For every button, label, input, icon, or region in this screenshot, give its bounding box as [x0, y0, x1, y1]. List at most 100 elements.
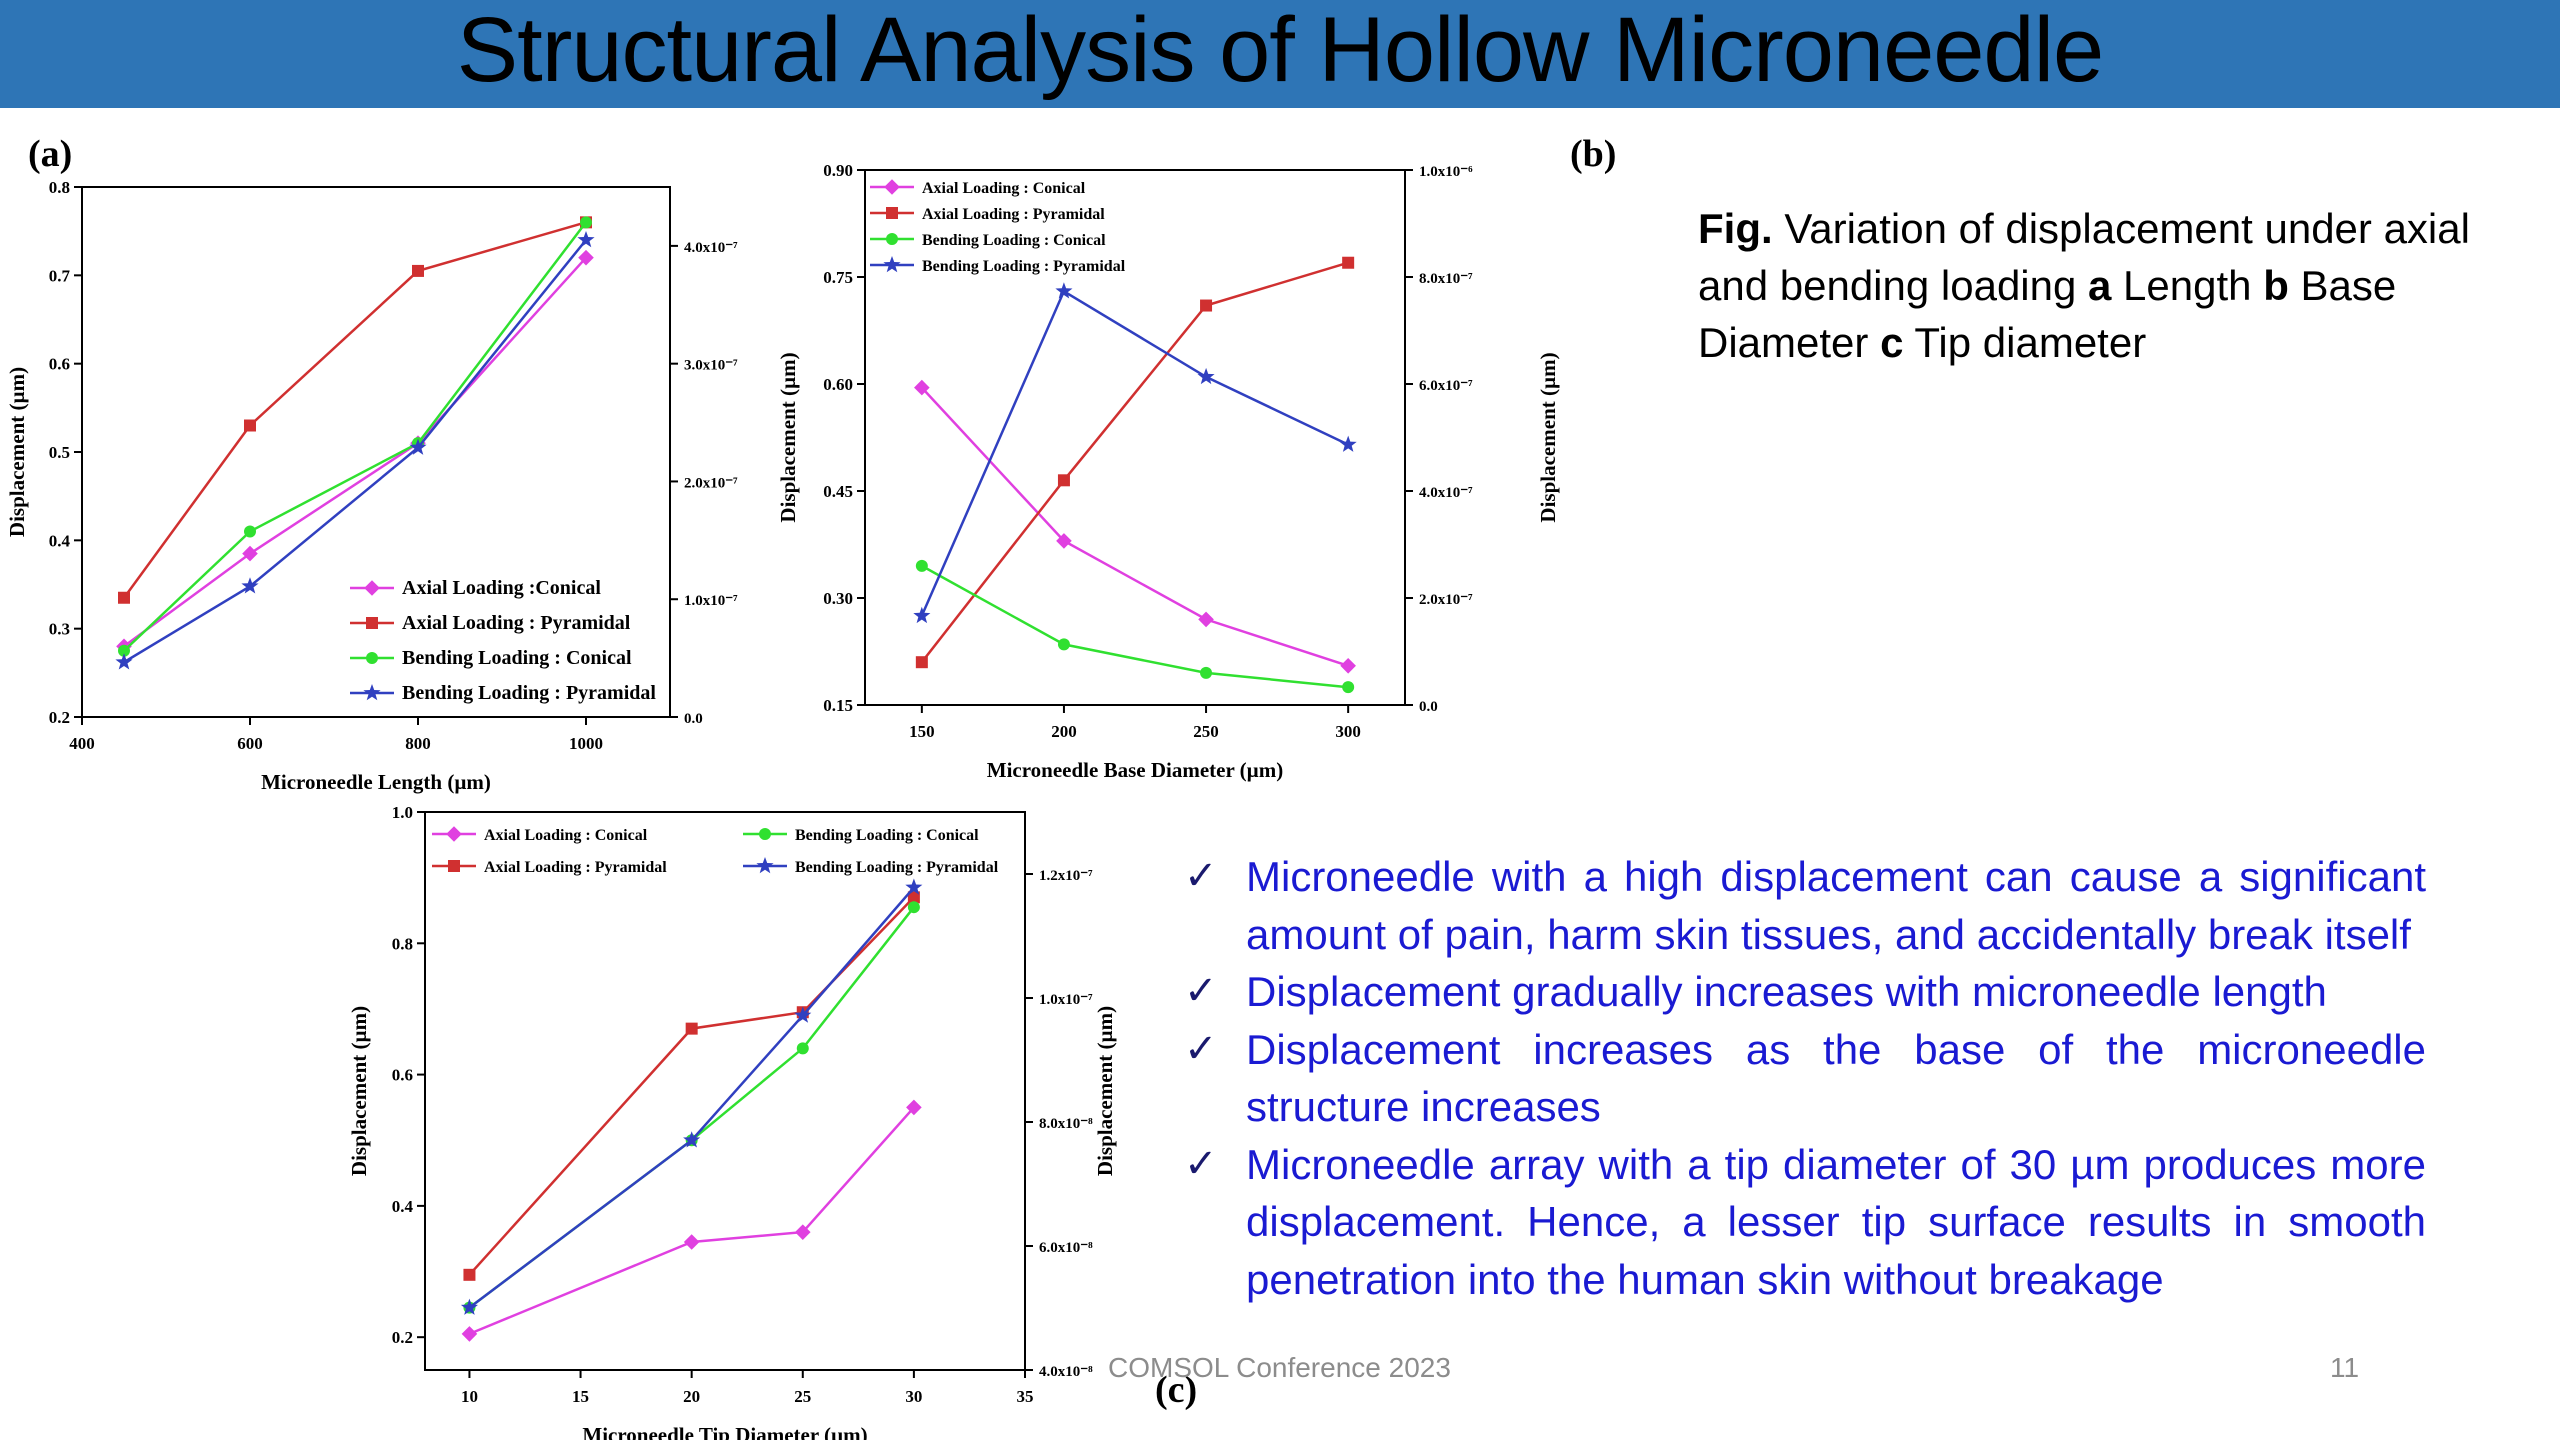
y-tick-label: 0.60	[823, 375, 853, 394]
square-marker	[366, 617, 378, 629]
circle-marker	[580, 216, 592, 229]
bullet-text: Displacement gradually increases with mi…	[1246, 968, 2327, 1015]
legend-label: Bending Loading : Conical	[922, 232, 1106, 249]
y2-tick-label: 8.0x10⁻⁷	[1419, 271, 1473, 287]
legend-label: Bending Loading : Pyramidal	[922, 258, 1126, 275]
y-tick-label: 0.6	[392, 1066, 413, 1085]
star-marker	[905, 878, 923, 895]
square-marker	[244, 419, 256, 432]
y-tick-label: 0.3	[49, 620, 70, 639]
square-marker	[915, 656, 928, 669]
chart-base-diameter: 150 200 250 300 0.15 0.30 0.45 0.60 0.75 0.90 0.0 2…	[776, 161, 1560, 782]
series-line	[921, 564, 1349, 689]
y2-tick-label: 4.0x10⁻⁷	[1419, 485, 1473, 501]
y-tick-label: 0.15	[823, 696, 853, 715]
y-tick-label: 0.4	[49, 531, 71, 550]
x-axis-title: Microneedle Base Diameter (µm)	[987, 758, 1283, 782]
legend-label: Bending Loading : Conical	[402, 647, 632, 669]
x-tick-label: 800	[405, 734, 431, 753]
circle-marker	[1200, 666, 1213, 679]
square-marker	[1057, 474, 1070, 487]
caption-a: a	[2088, 262, 2112, 309]
x-tick-label: 1000	[569, 734, 603, 753]
check-icon: ✓	[1184, 1141, 1218, 1186]
caption-text-4: Tip diameter	[1903, 319, 2147, 366]
x-tick-label: 300	[1335, 722, 1361, 741]
y2-tick-label: 3.0x10⁻⁷	[684, 358, 738, 374]
star-marker	[460, 1298, 478, 1315]
series-line	[468, 1106, 915, 1336]
y2-tick-label: 6.0x10⁻⁷	[1419, 378, 1473, 394]
bullet-text: Displacement increases as the base of th…	[1246, 1025, 2426, 1131]
panel-label-a: (a)	[28, 133, 73, 175]
diamond-marker	[794, 1224, 811, 1240]
plot-frame	[424, 811, 1026, 1371]
star-marker	[241, 577, 259, 594]
legend-label: Axial Loading : Pyramidal	[484, 859, 667, 876]
y2-tick-label: 0.0	[1419, 699, 1438, 715]
square-marker	[412, 264, 424, 277]
square-marker	[907, 891, 920, 904]
star-marker	[1197, 367, 1215, 385]
y2-tick-label: 6.0x10⁻⁸	[1039, 1240, 1093, 1256]
legend-label: Bending Loading : Conical	[795, 827, 979, 844]
y2-tick-label: 1.0x10⁻⁷	[684, 593, 738, 609]
plot-frame	[864, 169, 1406, 706]
square-marker	[118, 591, 130, 604]
footer-conference: COMSOL Conference 2023	[1108, 1352, 1451, 1383]
panel-label-c: (c)	[1155, 1369, 1198, 1411]
y-tick-label: 0.7	[49, 266, 71, 285]
circle-marker	[759, 828, 771, 840]
star-marker	[1055, 282, 1073, 299]
circle-marker	[366, 652, 378, 664]
y2-tick-label: 4.0x10⁻⁷	[684, 240, 738, 256]
check-icon: ✓	[1184, 854, 1218, 898]
square-marker	[448, 860, 460, 872]
circle-marker	[886, 233, 898, 245]
diamond-marker	[1340, 657, 1356, 674]
y2-tick-label: 8.0x10⁻⁸	[1039, 1116, 1093, 1132]
legend-label: Axial Loading :Conical	[402, 577, 601, 599]
x-axis-title: Microneedle Length (µm)	[261, 770, 491, 794]
y-axis-title: Displacement (µm)	[776, 352, 800, 522]
circle-marker	[118, 644, 130, 657]
diamond-marker	[914, 379, 930, 396]
circle-marker	[1057, 638, 1070, 651]
diamond-marker	[242, 545, 258, 562]
slide-title: Structural Analysis of Hollow Microneedl…	[456, 0, 2104, 101]
y-tick-label: 0.45	[823, 482, 853, 501]
x-tick-label: 30	[905, 1387, 922, 1406]
series-line	[468, 886, 915, 1309]
square-marker	[1342, 256, 1355, 269]
x-tick-label: 20	[683, 1387, 700, 1406]
figure-caption: Fig. Variation of displacement under axi…	[1698, 200, 2538, 371]
y-tick-label: 0.5	[49, 443, 70, 462]
bullet-text: Microneedle array with a tip diameter of…	[1246, 1140, 2426, 1303]
x-tick-label: 600	[237, 734, 263, 753]
circle-marker	[244, 525, 256, 538]
diamond-marker	[683, 1234, 700, 1250]
caption-text-3: Base Diameter	[1698, 262, 2397, 366]
diamond-marker	[1198, 611, 1214, 628]
x-tick-label: 200	[1051, 722, 1077, 741]
star-marker	[794, 1006, 812, 1023]
star-marker	[363, 684, 381, 701]
caption-text-2: Length	[2111, 262, 2264, 309]
series-line	[920, 289, 1349, 617]
circle-marker	[1342, 681, 1355, 694]
diamond-marker	[578, 249, 594, 266]
star-marker	[1339, 435, 1357, 452]
series-line	[123, 256, 587, 648]
star-marker	[115, 653, 133, 670]
square-marker	[886, 207, 898, 219]
list-item: ✓ Displacement gradually increases with m…	[1180, 963, 2426, 1021]
series-line	[123, 221, 587, 652]
list-item: ✓ Microneedle array with a tip diameter o…	[1180, 1136, 2426, 1309]
x-tick-label: 25	[794, 1387, 811, 1406]
y2-tick-label: 2.0x10⁻⁷	[684, 475, 738, 491]
star-marker	[883, 256, 901, 273]
y2-tick-label: 1.2x10⁻⁷	[1039, 868, 1093, 884]
panel-label-b: (b)	[1570, 133, 1617, 175]
list-item: ✓ Microneedle with a high displacement ca…	[1180, 848, 2426, 963]
caption-b: b	[2263, 262, 2289, 309]
